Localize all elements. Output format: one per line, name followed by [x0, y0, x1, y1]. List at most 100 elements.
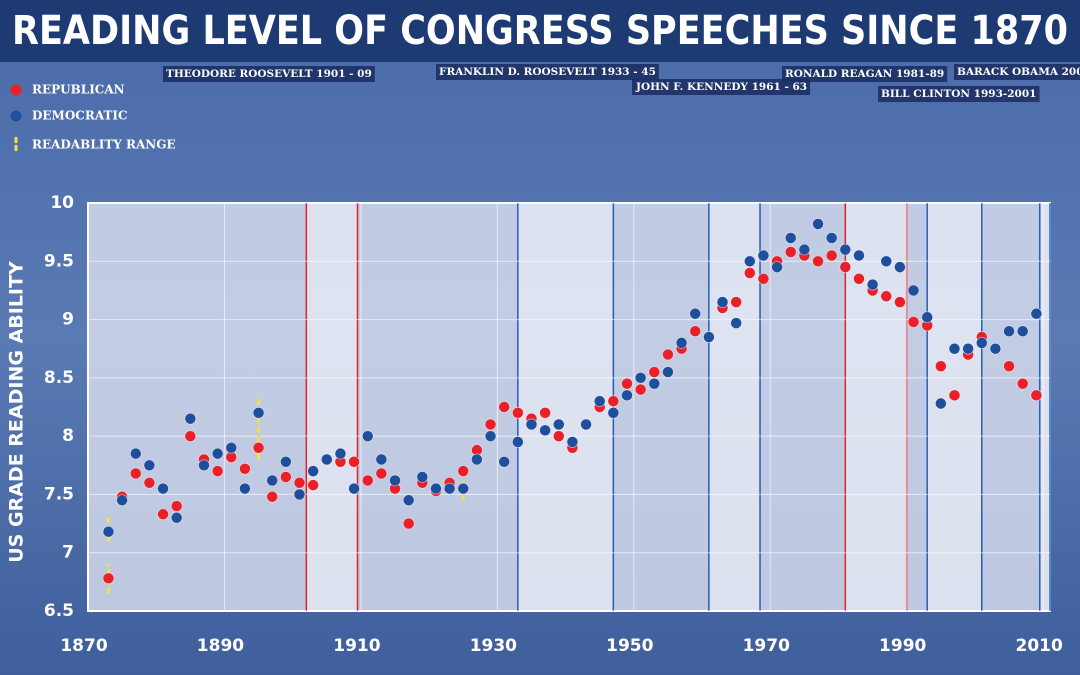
data-point [1003, 325, 1015, 338]
data-point [143, 459, 156, 472]
data-point [471, 453, 483, 466]
data-point [430, 482, 442, 495]
plot-area [87, 202, 1051, 612]
data-point [157, 482, 169, 495]
data-point [593, 395, 606, 407]
data-point [280, 455, 292, 468]
data-point [266, 490, 279, 503]
y-tick-label: 8 [62, 426, 74, 446]
data-point [757, 272, 770, 285]
data-point [935, 397, 947, 410]
data-point [252, 441, 265, 454]
data-point [184, 412, 197, 425]
data-point [744, 267, 756, 279]
data-point [730, 296, 742, 308]
x-tick-label: 1910 [333, 636, 380, 656]
y-tick-label: 7 [62, 543, 74, 563]
data-point [784, 246, 797, 258]
y-tick-label: 9.5 [44, 251, 74, 271]
data-point [825, 249, 838, 262]
president-label-bg [782, 66, 948, 82]
data-point [757, 249, 770, 262]
president-label-bg [436, 64, 659, 80]
data-point [525, 418, 538, 431]
data-point [498, 455, 510, 468]
legend-label: DEMOCRATIC [32, 109, 128, 123]
data-point [621, 377, 633, 390]
data-point [211, 465, 224, 477]
data-point [894, 296, 906, 308]
data-point [484, 430, 497, 442]
data-point [239, 482, 251, 495]
data-point [307, 479, 319, 491]
data-point [566, 436, 579, 448]
y-tick-label: 9 [62, 310, 74, 330]
data-point [921, 311, 933, 324]
data-point [839, 243, 852, 256]
data-point [634, 372, 647, 384]
data-point [334, 447, 347, 460]
data-point [894, 261, 906, 273]
data-point [143, 476, 156, 489]
president-label-bg [163, 66, 375, 82]
data-point [975, 337, 988, 349]
data-point [157, 508, 169, 521]
president-label: FRANKLIN D. ROOSEVELT 1933 - 45 [439, 66, 656, 78]
data-point [662, 348, 674, 361]
data-point [375, 453, 388, 466]
president-label: BARACK OBAMA 2009- [957, 66, 1080, 78]
data-point [361, 430, 374, 442]
presidency-band [927, 203, 982, 611]
data-point [170, 500, 183, 512]
legend-label: REPUBLICAN [32, 83, 125, 97]
legend-marker [10, 84, 22, 96]
x-tick-label: 1930 [470, 636, 517, 656]
data-point [621, 389, 633, 402]
data-point [498, 401, 510, 413]
data-point [184, 430, 197, 442]
president-label: RONALD REAGAN 1981-89 [785, 68, 944, 80]
data-point [662, 366, 674, 378]
data-point [1016, 377, 1029, 390]
y-tick-label: 8.5 [44, 368, 74, 388]
data-point [348, 455, 360, 468]
data-point [375, 467, 388, 480]
data-point [812, 218, 824, 230]
data-point [512, 436, 524, 448]
presidency-band [306, 203, 358, 611]
x-tick-label: 1870 [60, 636, 107, 656]
y-tick-label: 10 [50, 193, 74, 213]
data-point [457, 465, 470, 477]
data-point [989, 342, 1002, 355]
x-tick-label: 1950 [606, 636, 653, 656]
data-point [348, 482, 360, 495]
data-point [812, 255, 824, 268]
data-point [1030, 307, 1043, 320]
x-tick-label: 2010 [1016, 636, 1063, 656]
data-point [866, 278, 879, 291]
data-point [948, 342, 961, 355]
data-point [880, 255, 893, 268]
data-point [280, 471, 292, 483]
data-point [853, 272, 865, 285]
data-point [239, 462, 251, 475]
legend-label: READABLITY RANGE [32, 138, 176, 152]
data-point [1003, 360, 1015, 373]
plot-layer: 6.5 7 7.5 8 8.5 9 9.5 10 1870 1890 1910 1930 1950 197… [10, 64, 1080, 656]
data-point [648, 377, 661, 390]
data-point [116, 494, 128, 507]
data-point [607, 407, 620, 419]
data-point [198, 459, 210, 472]
data-point [784, 232, 797, 244]
data-point [539, 424, 551, 437]
data-point [825, 232, 838, 244]
data-point [389, 474, 401, 487]
data-point [129, 447, 142, 460]
data-point [1030, 389, 1043, 402]
data-point [730, 317, 742, 329]
president-label-bg [632, 79, 811, 95]
chart-title: READING LEVEL OF CONGRESS SPEECHES SINCE… [12, 8, 1068, 54]
data-point [443, 482, 456, 495]
data-point [402, 517, 415, 530]
